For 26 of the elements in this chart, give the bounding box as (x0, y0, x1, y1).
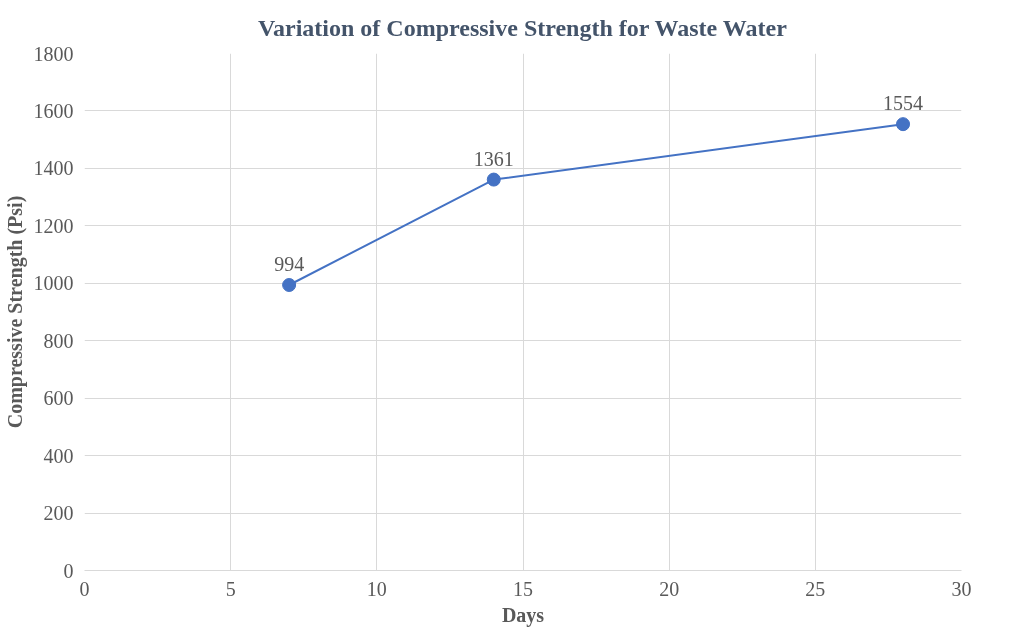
point (282, 278, 297, 292)
data-label: 1554 (883, 92, 924, 115)
x-tick-label: 5 (225, 577, 236, 600)
data-label: 994 (274, 253, 305, 275)
y-tick-label: 1600 (33, 99, 74, 122)
y-tick-label: 200 (43, 502, 74, 525)
chart-title: Variation of Compressive Strength for Waste Water (257, 15, 788, 41)
x-tick-label: 30 (951, 577, 972, 600)
x-tick-label: 25 (805, 577, 826, 600)
x-tick-label: 10 (366, 577, 387, 600)
y-tick-label: 600 (43, 387, 74, 410)
x-axis-title: Days (501, 603, 545, 627)
point (486, 172, 501, 187)
point (896, 117, 911, 132)
data-label: 1361 (473, 147, 514, 170)
y-tick-label: 400 (43, 444, 74, 467)
y-tick-label: 800 (43, 329, 74, 352)
y-tick-label: 0 (63, 559, 74, 582)
y-axis-title: Compressive Strength (Psi) (3, 195, 27, 429)
y-tick-label: 1400 (33, 157, 74, 180)
x-tick-label: 20 (659, 577, 680, 600)
x-tick-label: 15 (513, 577, 533, 600)
y-tick-label: 1200 (33, 214, 74, 237)
y-tick-label: 1000 (33, 272, 74, 295)
y-tick-label: 1800 (33, 42, 74, 65)
x-tick-label: 0 (79, 577, 90, 600)
